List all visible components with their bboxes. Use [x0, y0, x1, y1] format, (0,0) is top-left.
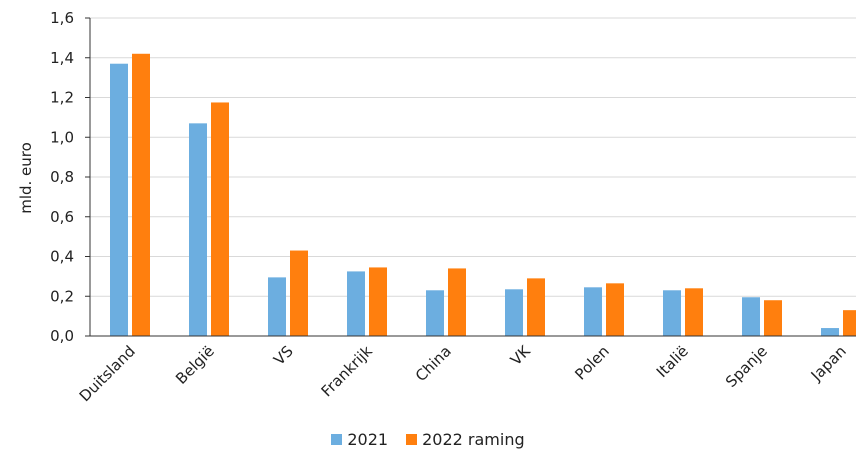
bar-2021: [189, 123, 207, 337]
legend-label-2021: 2021: [347, 430, 389, 449]
bar-2022-raming: [132, 53, 150, 337]
x-tick-label: België: [172, 342, 218, 388]
bar-2021: [505, 289, 523, 336]
x-tick-label: VK: [507, 341, 535, 369]
x-tick-label: Spanje: [722, 342, 771, 391]
y-tick-label: 1,2: [50, 89, 74, 107]
bar-2022-raming: [764, 300, 782, 336]
bar-2021: [663, 290, 681, 336]
bar-2022-raming: [369, 267, 387, 336]
y-tick-label: 0,8: [50, 168, 74, 186]
bar-2022-raming: [685, 288, 703, 336]
legend-item-2022-raming: 2022 raming: [406, 430, 525, 449]
y-tick-label: 0,2: [50, 287, 74, 305]
bar-2022-raming: [448, 268, 466, 336]
legend-item-2021: 2021: [331, 430, 388, 449]
x-tick-label: Frankrijk: [318, 342, 376, 400]
bar-2021: [268, 277, 286, 336]
bar-chart: 0,0 0,2 0,4 0,6 0,8 1,0 1,2 1,4 1,6 Duitsland Bel…: [17, 9, 856, 405]
x-tick-label: Duitsland: [76, 342, 139, 405]
bars: [110, 53, 856, 337]
bar-2021: [110, 63, 128, 337]
bar-2021: [742, 297, 760, 336]
x-axis-ticks: Duitsland België VS Frankrijk China VK Polen It…: [76, 341, 850, 405]
y-tick-label: 1,0: [50, 128, 74, 146]
legend-swatch-2021: [331, 434, 343, 445]
bar-2022-raming: [843, 310, 856, 336]
legend: 2021 2022 raming: [0, 430, 856, 449]
x-tick-label: China: [412, 342, 455, 385]
y-tick-label: 0,4: [50, 248, 74, 266]
bar-2022-raming: [211, 102, 229, 336]
y-axis-title: mld. euro: [17, 142, 35, 214]
bar-2022-raming: [606, 283, 624, 336]
bar-2021: [347, 271, 365, 336]
bar-2021: [426, 290, 444, 336]
y-tick-label: 1,4: [50, 49, 74, 67]
legend-label-2022-raming: 2022 raming: [422, 430, 525, 449]
bar-2022-raming: [527, 278, 545, 336]
x-tick-label: VS: [270, 342, 297, 369]
x-tick-label: Japan: [807, 342, 850, 385]
y-tick-label: 0,6: [50, 208, 74, 226]
x-tick-label: Italië: [653, 342, 692, 381]
y-axis-ticks: 0,0 0,2 0,4 0,6 0,8 1,0 1,2 1,4 1,6: [50, 9, 90, 345]
bar-2021: [584, 287, 602, 336]
legend-swatch-2022-raming: [406, 434, 418, 445]
bar-2022-raming: [290, 250, 308, 336]
bar-2021: [821, 328, 839, 336]
y-tick-label: 0,0: [50, 327, 74, 345]
x-tick-label: Polen: [571, 342, 612, 383]
y-tick-label: 1,6: [50, 9, 74, 27]
